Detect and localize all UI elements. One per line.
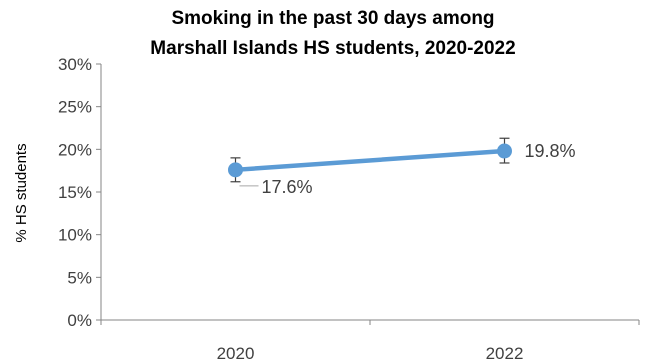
y-tick-label: 5%	[67, 268, 92, 287]
x-ticks: 2020 2022	[100, 320, 640, 362]
series-group: 17.6% 19.8%	[228, 137, 576, 197]
y-tick-label: 10%	[58, 226, 92, 245]
data-label: 17.6%	[262, 177, 313, 197]
chart-title-line-1: Smoking in the past 30 days among	[171, 8, 494, 29]
y-tick-label: 15%	[58, 183, 92, 202]
y-tick-label: 30%	[58, 55, 92, 74]
y-axis-label: % HS students	[13, 143, 30, 242]
data-point	[228, 162, 243, 178]
x-tick-label: 2020	[217, 344, 255, 362]
y-tick-label: 25%	[58, 98, 92, 117]
data-point	[497, 143, 512, 159]
data-label: 19.8%	[525, 141, 576, 161]
chart-title-line-2: Marshall Islands HS students, 2020-2022	[150, 38, 515, 59]
series-line	[233, 148, 507, 173]
x-tick-label: 2022	[486, 344, 524, 362]
y-tick-label: 20%	[58, 140, 92, 159]
y-tick-label: 0%	[67, 311, 92, 330]
y-ticks: 0% 5% 10% 15% 20% 25% 30%	[58, 55, 101, 330]
